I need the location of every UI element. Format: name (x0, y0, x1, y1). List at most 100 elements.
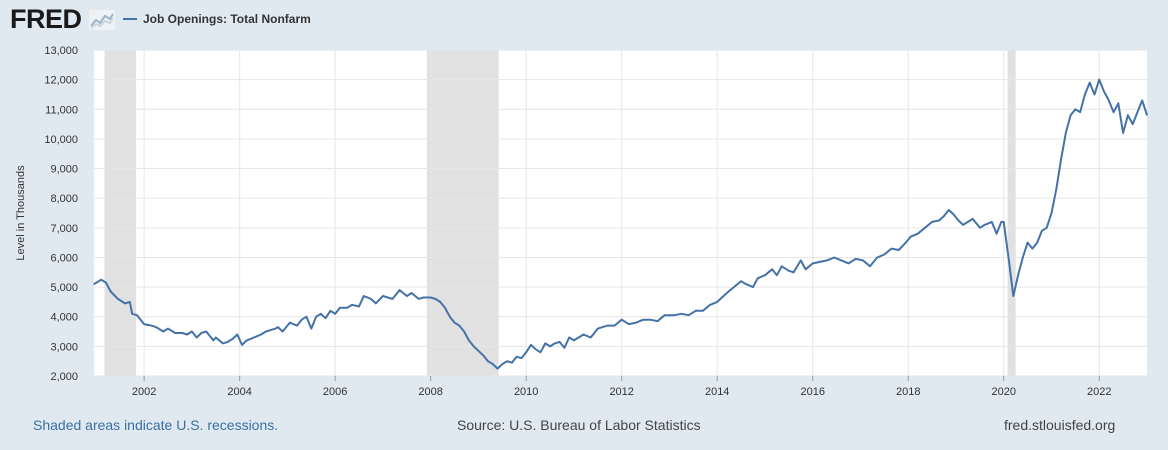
data-point (430, 296, 432, 299)
data-point (155, 326, 157, 328)
y-axis-ticks: 2,000 3,000 4,000 5,000 6,000 7,000 8,000 9,000… (44, 45, 78, 383)
x-tick-label: 2006 (323, 386, 347, 398)
data-point (487, 360, 489, 362)
data-point (1127, 114, 1129, 116)
data-point (282, 330, 284, 333)
data-point (1132, 123, 1134, 125)
data-point (315, 316, 317, 318)
data-point (840, 259, 842, 262)
x-tick-label: 2010 (514, 386, 538, 398)
recession-bands (104, 50, 1016, 376)
y-tick-label: 11,000 (45, 104, 78, 116)
data-point (174, 332, 176, 334)
data-point (984, 224, 986, 226)
data-point (270, 329, 272, 331)
data-point (520, 357, 523, 359)
data-point (399, 289, 401, 291)
data-point (191, 330, 193, 333)
data-point (771, 268, 773, 270)
data-point (535, 348, 537, 350)
data-point (117, 298, 119, 300)
data-point (444, 307, 446, 309)
gridlines (94, 49, 1147, 377)
data-point (804, 268, 807, 270)
data-point (943, 215, 945, 217)
data-point (391, 298, 394, 300)
data-point (143, 323, 145, 325)
data-point (1022, 256, 1024, 259)
data-point (549, 345, 551, 347)
data-point (334, 313, 336, 315)
y-tick-label: 12,000 (44, 75, 78, 87)
data-point (363, 295, 365, 297)
data-point (301, 319, 303, 321)
data-point (1103, 90, 1105, 93)
data-point (1060, 159, 1062, 161)
data-point (952, 213, 955, 216)
data-point (833, 256, 835, 259)
x-tick-label: 2016 (800, 386, 824, 398)
data-point (582, 333, 585, 336)
data-point (439, 301, 441, 303)
data-point (241, 344, 243, 346)
data-point (597, 327, 599, 330)
data-point (453, 322, 456, 324)
data-point (1122, 132, 1124, 134)
data-point (387, 296, 389, 299)
data-point (1089, 82, 1091, 84)
data-point (1098, 79, 1100, 81)
site-link[interactable]: fred.stlouisfed.org (1004, 417, 1116, 433)
data-point (962, 224, 964, 226)
x-tick-label: 2020 (991, 386, 1015, 398)
data-point (563, 347, 565, 349)
fred-logo[interactable]: FRED (10, 4, 82, 34)
data-point (124, 302, 126, 304)
data-point (862, 259, 864, 262)
data-point (752, 286, 754, 288)
data-point (100, 279, 102, 281)
recession-note: Shaded areas indicate U.S. recessions. (33, 417, 279, 433)
data-point (590, 336, 592, 339)
data-point (346, 307, 348, 309)
data-point (1112, 111, 1115, 113)
data-point (573, 339, 575, 342)
data-point (1079, 111, 1081, 113)
data-point (869, 265, 871, 267)
data-point (506, 360, 508, 362)
data-point (1093, 93, 1096, 96)
data-point (757, 277, 759, 279)
y-tick-label: 5,000 (50, 282, 78, 294)
legend-series-name: Job Openings: Total Nonfarm (143, 12, 311, 26)
data-point (733, 286, 735, 288)
data-point (967, 221, 969, 223)
plot-area (94, 50, 1147, 376)
data-point (1084, 93, 1086, 96)
data-point (800, 259, 802, 262)
data-point (131, 313, 133, 315)
data-point (260, 333, 262, 336)
data-point (568, 336, 570, 339)
chart-legend: Job Openings: Total Nonfarm (123, 12, 311, 26)
data-point (277, 326, 279, 328)
data-point (788, 270, 790, 272)
data-point (539, 351, 542, 353)
data-point (200, 332, 203, 334)
data-point (917, 233, 919, 235)
data-point (726, 292, 728, 294)
data-point (709, 304, 711, 306)
data-point (496, 367, 499, 370)
data-point (621, 319, 623, 321)
data-point (695, 310, 697, 312)
data-point (236, 333, 238, 336)
data-point (931, 221, 933, 223)
y-tick-label: 10,000 (44, 134, 78, 146)
data-point (296, 325, 298, 327)
y-tick-label: 4,000 (50, 312, 78, 324)
data-point (1141, 99, 1143, 101)
line-chart: 2,000 3,000 4,000 5,000 6,000 7,000 8,000 9,000… (15, 45, 1148, 398)
data-point (793, 271, 795, 273)
data-point (410, 292, 413, 294)
data-point (265, 330, 267, 333)
y-axis-label: Level in Thousands (15, 165, 27, 261)
data-point (1046, 227, 1048, 229)
